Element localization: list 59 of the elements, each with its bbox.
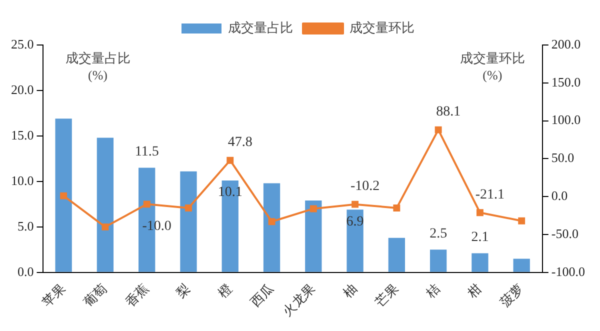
point [476,209,484,216]
x-tick-label: 苹果 [39,280,68,310]
x-tick-label: 桔 [422,280,443,302]
y2-axis-title: 成交量环比 (%) [460,50,525,82]
point [352,200,359,208]
point [434,126,442,134]
data-label: 2.1 [471,230,489,245]
y-tick-label: 15.0 [11,127,34,142]
y-tick-label: 10.0 [11,172,34,188]
point [185,204,192,212]
legend-label: 成交量占比 [228,20,293,35]
point [310,205,317,212]
y-tick-label: 5.0 [18,218,34,234]
bar [472,253,488,272]
data-label: -21.1 [475,187,505,202]
y2-tick-label: -100.0 [551,264,586,279]
y2-tick-label: 0.0 [551,188,568,204]
x-tick-label: 橙 [214,280,235,301]
bar [388,238,406,272]
x-tick-label: 葡萄 [80,280,110,310]
point [226,156,234,164]
x-tick-label: 柚 [340,280,360,301]
x-tick-label: 火龙果 [280,280,318,320]
point [518,217,526,224]
y-axis-title: 成交量占比 (%) [65,50,130,82]
y2-tick-label: 200.0 [551,36,581,52]
x-tick-label: 梨 [173,280,194,301]
x-tick-label: 柑 [464,280,485,302]
bar [305,200,322,272]
y2-tick-label: 50.0 [551,150,574,166]
data-label: 88.1 [436,104,461,120]
y2-tick-label: -50.0 [551,226,579,241]
bar [55,118,72,272]
bar [430,250,447,272]
y-tick-label: 20.0 [11,82,34,97]
data-label: 11.5 [134,144,159,160]
point [393,204,400,212]
x-tick-label: 菠萝 [497,280,526,310]
x-tick-label: 香蕉 [122,280,152,310]
bar [346,210,364,272]
bar [513,258,530,272]
data-label: 6.9 [346,214,364,230]
bar [263,183,280,272]
data-label: 2.5 [430,226,448,242]
x-tick-label: 西瓜 [247,280,276,310]
y-tick-label: 0.0 [18,264,34,279]
point [60,192,68,200]
x-tick-label: 芒果 [372,280,402,310]
point [268,218,276,226]
bar [96,138,114,272]
point [102,223,109,230]
legend-label: 成交量环比 [350,20,414,35]
data-label: 47.8 [228,135,252,150]
data-label: -10.2 [350,179,380,194]
bar [180,171,197,272]
point [143,200,150,208]
y-tick-label: 25.0 [11,36,34,52]
y2-tick-label: 100.0 [551,112,581,128]
y2-tick-label: 150.0 [551,74,581,90]
